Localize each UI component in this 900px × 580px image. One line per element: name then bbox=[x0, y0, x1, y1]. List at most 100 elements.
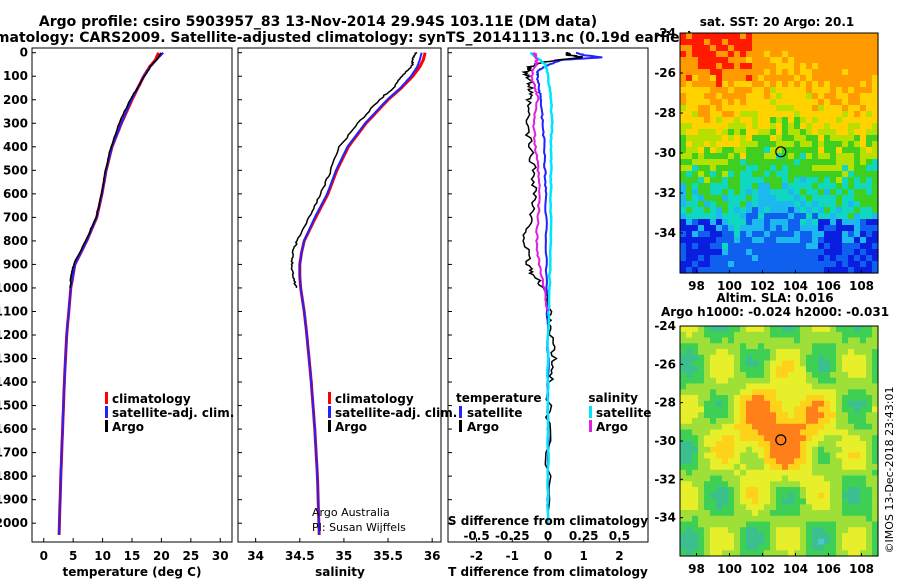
map-cell bbox=[830, 337, 837, 344]
map-cell bbox=[806, 201, 813, 208]
temperature-x-tick-label: 30 bbox=[212, 549, 229, 563]
map-cell bbox=[722, 267, 729, 274]
map-cell bbox=[722, 418, 729, 425]
map-cell bbox=[830, 492, 837, 500]
map-cell bbox=[704, 207, 711, 214]
map-cell bbox=[848, 326, 855, 333]
map-cell bbox=[698, 201, 705, 208]
map-cell bbox=[830, 243, 837, 250]
map-cell bbox=[758, 550, 765, 557]
map-cell bbox=[692, 400, 699, 408]
map-cell bbox=[770, 326, 777, 333]
map-cell bbox=[764, 189, 771, 196]
map-cell bbox=[794, 219, 801, 226]
map-cell bbox=[872, 213, 879, 220]
map-cell bbox=[812, 452, 819, 459]
map-cell bbox=[842, 481, 849, 488]
map-cell bbox=[848, 99, 855, 106]
map-cell bbox=[698, 165, 705, 172]
map-cell bbox=[788, 521, 795, 528]
map-cell bbox=[818, 147, 825, 154]
map-cell bbox=[740, 171, 747, 178]
map-cell bbox=[782, 57, 789, 64]
map-cell bbox=[836, 395, 843, 402]
map-cell bbox=[746, 33, 753, 40]
map-cell bbox=[752, 147, 759, 154]
map-cell bbox=[740, 165, 747, 172]
map-cell bbox=[764, 326, 771, 333]
map-cell bbox=[680, 231, 687, 238]
map-cell bbox=[704, 435, 711, 442]
map-cell bbox=[824, 349, 831, 356]
map-cell bbox=[764, 93, 771, 100]
map-cell bbox=[728, 135, 735, 142]
map-cell bbox=[734, 510, 741, 517]
map-cell bbox=[764, 45, 771, 52]
map-cell bbox=[710, 171, 717, 178]
map-cell bbox=[698, 538, 705, 546]
map-cell bbox=[794, 105, 801, 112]
map-cell bbox=[764, 57, 771, 64]
map-cell bbox=[770, 177, 777, 184]
map-cell bbox=[740, 39, 747, 46]
map-cell bbox=[686, 231, 693, 238]
map-cell bbox=[698, 243, 705, 250]
map-cell bbox=[830, 383, 837, 390]
map-cell bbox=[716, 492, 723, 500]
map-cell bbox=[692, 129, 699, 136]
map-cell bbox=[770, 481, 777, 488]
map-cell bbox=[812, 267, 819, 274]
map-lon-tick-label: 98 bbox=[688, 562, 705, 576]
map-cell bbox=[770, 464, 777, 471]
map-cell bbox=[806, 429, 813, 436]
map-cell bbox=[788, 39, 795, 46]
map-cell bbox=[788, 423, 795, 431]
map-cell bbox=[722, 165, 729, 172]
map-cell bbox=[692, 510, 699, 517]
map-cell bbox=[728, 69, 735, 76]
map-cell bbox=[710, 377, 717, 385]
map-cell bbox=[710, 111, 717, 118]
map-cell bbox=[836, 435, 843, 442]
map-cell bbox=[866, 219, 873, 226]
map-cell bbox=[716, 195, 723, 202]
map-cell bbox=[836, 183, 843, 190]
map-cell bbox=[866, 435, 873, 442]
map-cell bbox=[740, 372, 747, 379]
map-cell bbox=[692, 372, 699, 379]
map-cell bbox=[680, 219, 687, 226]
map-cell bbox=[866, 237, 873, 244]
map-cell bbox=[830, 261, 837, 268]
map-cell bbox=[752, 400, 759, 408]
map-cell bbox=[788, 57, 795, 64]
map-cell bbox=[866, 452, 873, 459]
map-cell bbox=[866, 129, 873, 136]
map-cell bbox=[728, 249, 735, 256]
map-cell bbox=[734, 261, 741, 268]
temperature-x-tick-label: 20 bbox=[153, 549, 170, 563]
map-cell bbox=[812, 165, 819, 172]
map-cell bbox=[830, 255, 837, 262]
map-cell bbox=[788, 515, 795, 523]
map-cell bbox=[872, 366, 879, 373]
map-cell bbox=[854, 189, 861, 196]
map-cell bbox=[686, 400, 693, 408]
map-cell bbox=[872, 105, 879, 112]
map-cell bbox=[842, 177, 849, 184]
map-cell bbox=[686, 135, 693, 142]
map-cell bbox=[704, 147, 711, 154]
map-cell bbox=[812, 446, 819, 454]
map-cell bbox=[758, 225, 765, 232]
map-cell bbox=[728, 237, 735, 244]
map-cell bbox=[758, 135, 765, 142]
map-cell bbox=[794, 153, 801, 160]
map-cell bbox=[734, 207, 741, 214]
map-cell bbox=[806, 515, 813, 523]
map-cell bbox=[746, 51, 753, 58]
map-cell bbox=[872, 469, 879, 477]
map-cell bbox=[728, 57, 735, 64]
map-cell bbox=[728, 429, 735, 436]
map-cell bbox=[770, 544, 777, 551]
map-cell bbox=[716, 412, 723, 419]
legend-swatch-climatology bbox=[328, 392, 331, 404]
